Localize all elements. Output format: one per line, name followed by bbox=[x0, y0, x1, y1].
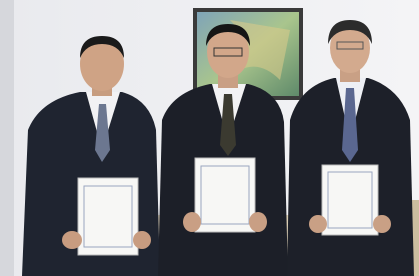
hand bbox=[183, 212, 201, 232]
hand bbox=[309, 215, 327, 233]
photo bbox=[0, 0, 419, 276]
certificate bbox=[322, 165, 378, 235]
hand bbox=[133, 231, 151, 249]
hand bbox=[373, 215, 391, 233]
certificate bbox=[78, 178, 138, 255]
wall-edge bbox=[0, 0, 14, 276]
certificate bbox=[195, 158, 255, 232]
hand bbox=[249, 212, 267, 232]
page: {} bbox=[0, 0, 419, 276]
hand bbox=[62, 231, 82, 249]
